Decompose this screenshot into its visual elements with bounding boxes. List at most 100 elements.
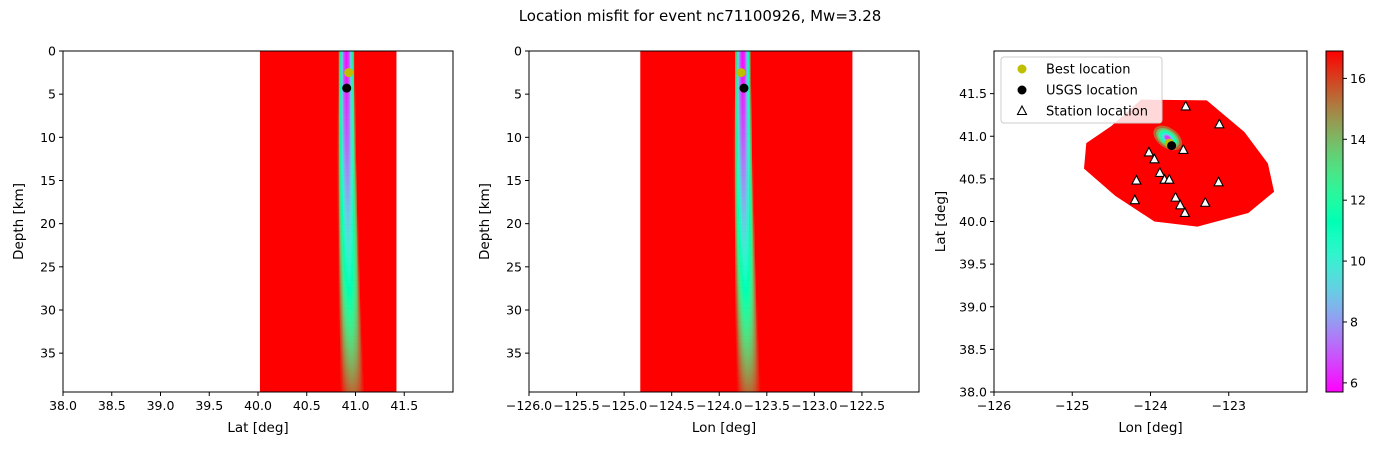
misfit-cell — [362, 270, 365, 273]
misfit-cell — [363, 329, 366, 332]
misfit-cell — [349, 254, 352, 256]
misfit-cell — [359, 301, 362, 304]
misfit-cell — [337, 280, 340, 283]
misfit-cell — [362, 326, 365, 329]
misfit-cell — [334, 195, 337, 197]
misfit-cell — [342, 326, 345, 329]
misfit-cell — [333, 98, 335, 101]
misfit-cell — [345, 354, 348, 357]
misfit-cell — [335, 217, 338, 220]
misfit-cell — [363, 291, 366, 294]
misfit-cell — [358, 115, 361, 118]
misfit-cell — [340, 319, 342, 322]
misfit-cell — [349, 226, 352, 228]
misfit-cell — [335, 209, 338, 211]
misfit-cell — [352, 269, 355, 272]
misfit-cell — [340, 251, 342, 253]
misfit-cell — [348, 203, 351, 206]
misfit-cell — [352, 266, 355, 269]
misfit-cell — [352, 203, 355, 206]
misfit-cell — [333, 65, 335, 67]
misfit-cell — [338, 346, 341, 349]
misfit-cell — [365, 375, 368, 378]
misfit-cell — [348, 224, 351, 227]
misfit-cell — [349, 130, 352, 133]
misfit-cell — [352, 147, 355, 150]
misfit-cell — [349, 156, 352, 158]
misfit-cell — [361, 226, 363, 228]
misfit-cell — [356, 374, 359, 377]
misfit-cell — [359, 160, 362, 162]
misfit-cell — [361, 331, 363, 333]
misfit-cell — [358, 322, 361, 325]
misfit-cell — [333, 193, 335, 196]
misfit-cell — [359, 171, 362, 174]
misfit-cell — [355, 265, 358, 267]
misfit-cell — [335, 77, 338, 80]
misfit-cell — [337, 109, 340, 112]
misfit-cell — [345, 212, 348, 214]
misfit-cell — [347, 240, 349, 242]
misfit-cell — [342, 335, 345, 337]
misfit-cell — [344, 360, 347, 363]
misfit-cell — [352, 254, 355, 256]
misfit-cell — [344, 235, 347, 238]
misfit-cell — [362, 307, 365, 309]
misfit-cell — [352, 371, 355, 374]
misfit-cell — [338, 301, 341, 304]
misfit-cell — [335, 361, 338, 364]
misfit-cell — [351, 51, 354, 53]
misfit-cell — [351, 156, 354, 158]
misfit-cell — [359, 139, 362, 141]
misfit-cell — [361, 280, 363, 283]
misfit-cell — [349, 66, 352, 69]
misfit-cell — [333, 234, 335, 237]
misfit-cell — [361, 189, 363, 192]
misfit-cell — [345, 53, 348, 56]
misfit-cell — [349, 268, 352, 270]
misfit-cell — [354, 52, 356, 55]
misfit-cell — [355, 192, 358, 195]
misfit-cell — [352, 160, 355, 162]
misfit-cell — [349, 280, 352, 283]
misfit-cell — [354, 143, 356, 146]
misfit-cell — [355, 251, 358, 253]
misfit-cell — [351, 209, 354, 211]
misfit-cell — [355, 118, 358, 120]
misfit-cell — [344, 314, 347, 316]
misfit-cell — [354, 140, 356, 143]
misfit-cell — [345, 144, 348, 147]
misfit-cell — [347, 345, 349, 347]
misfit-cell — [358, 172, 361, 175]
misfit-cell — [351, 298, 354, 301]
misfit-cell — [365, 314, 368, 316]
misfit-cell — [351, 310, 354, 312]
misfit-cell — [359, 161, 362, 164]
misfit-cell — [335, 74, 338, 77]
misfit-cell — [351, 217, 354, 220]
misfit-cell — [361, 353, 363, 356]
misfit-cell — [352, 193, 355, 196]
misfit-cell — [337, 331, 340, 333]
misfit-cell — [333, 199, 335, 202]
misfit-cell — [351, 53, 354, 56]
misfit-cell — [340, 301, 342, 304]
misfit-cell — [338, 354, 341, 357]
misfit-cell — [352, 221, 355, 224]
misfit-cell — [351, 228, 354, 231]
misfit-cell — [345, 266, 348, 269]
misfit-cell — [337, 356, 340, 358]
misfit-cell — [344, 220, 347, 223]
misfit-cell — [349, 291, 352, 294]
misfit-cell — [351, 373, 354, 375]
misfit-cell — [355, 115, 358, 118]
misfit-cell — [337, 248, 340, 251]
misfit-cell — [347, 191, 349, 193]
misfit-cell — [354, 293, 356, 295]
misfit-cell — [337, 188, 340, 190]
misfit-cell — [342, 69, 345, 71]
misfit-cell — [338, 356, 341, 358]
misfit-cell — [349, 172, 352, 175]
misfit-cell — [362, 290, 365, 293]
misfit-cell — [355, 67, 358, 70]
